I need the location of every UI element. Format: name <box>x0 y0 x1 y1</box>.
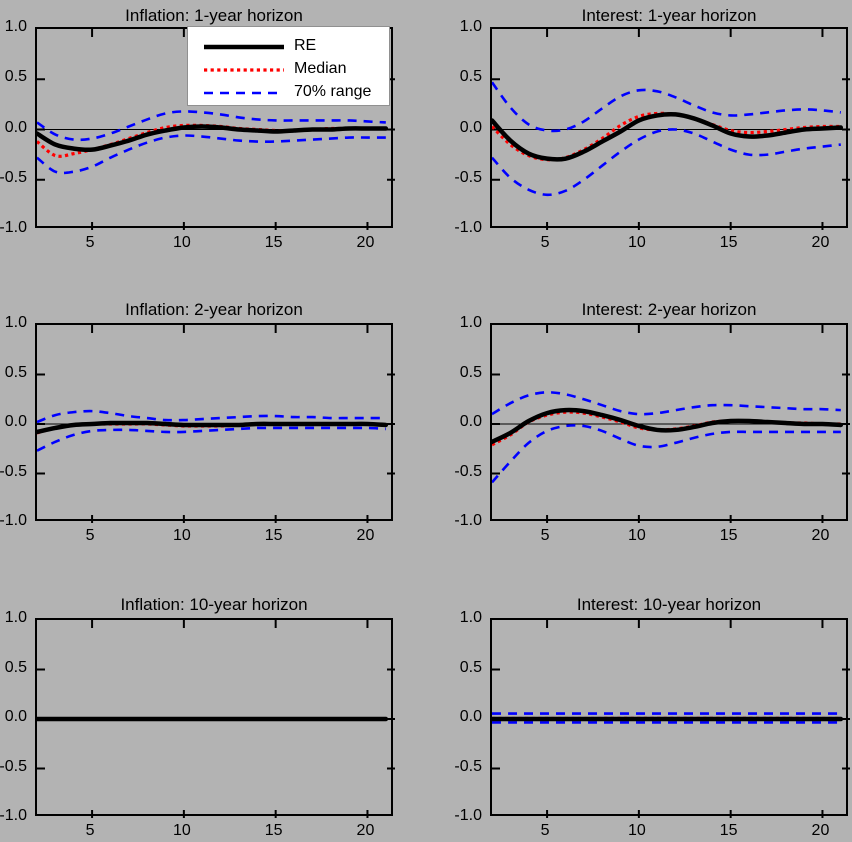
series-line <box>492 391 841 416</box>
series-line <box>37 124 389 153</box>
y-axis-tick-label: 0.5 <box>4 363 27 381</box>
x-axis-tick-label: 5 <box>85 234 95 251</box>
y-axis-tick-label: -0.5 <box>0 757 27 775</box>
y-axis-tick-label: -1.0 <box>0 219 27 236</box>
x-axis-tick-label: 5 <box>540 527 550 544</box>
y-axis-tick-label: -0.5 <box>454 462 482 480</box>
legend-entry: 70% range <box>188 81 389 105</box>
x-axis-tick-label: 20 <box>356 234 375 251</box>
x-axis-tick-label: 20 <box>811 527 830 544</box>
y-axis-tick-label: 1.0 <box>459 314 482 331</box>
plot-area <box>490 27 850 230</box>
x-axis-tick-label: 15 <box>719 527 738 544</box>
legend-label: RE <box>294 37 317 54</box>
plot-area <box>35 618 395 818</box>
plot-canvas <box>492 29 850 230</box>
x-axis-tick-label: 15 <box>264 822 283 839</box>
plot-canvas <box>37 29 395 230</box>
series-line <box>37 110 386 142</box>
x-axis-tick-label: 10 <box>172 234 191 251</box>
panel-title: Inflation: 2-year horizon <box>125 300 303 319</box>
plot-area <box>490 618 850 818</box>
x-axis-tick-label: 20 <box>356 527 375 544</box>
legend-label: 70% range <box>294 83 372 100</box>
x-axis-tick-label: 5 <box>540 822 550 839</box>
panel-title: Interest: 1-year horizon <box>581 6 757 25</box>
y-axis-tick-label: 0.0 <box>459 708 482 725</box>
plot-canvas <box>37 620 395 818</box>
x-axis-tick-label: 15 <box>264 527 283 544</box>
series-line <box>37 134 386 175</box>
legend: RE Median 70% range <box>187 26 390 106</box>
y-axis-tick-label: -1.0 <box>454 807 482 824</box>
series-line <box>492 111 841 162</box>
y-axis-tick-label: 0.0 <box>459 413 482 430</box>
y-axis-tick-label: 0.5 <box>4 68 27 86</box>
panel-title: Interest: 10-year horizon <box>576 595 762 614</box>
x-axis-tick-label: 20 <box>811 234 830 251</box>
x-axis-tick-label: 10 <box>172 527 191 544</box>
y-axis-tick-label: 1.0 <box>4 609 27 626</box>
x-axis-tick-label: 20 <box>811 822 830 839</box>
series-line <box>492 111 844 162</box>
x-axis-tick-label: 10 <box>172 822 191 839</box>
series-line <box>492 424 841 484</box>
y-axis-tick-label: 1.0 <box>4 18 27 35</box>
y-axis-tick-label: 0.5 <box>459 68 482 86</box>
x-axis-tick-label: 10 <box>627 822 646 839</box>
series-line <box>492 81 841 133</box>
legend-line-sample <box>204 44 284 50</box>
x-axis-tick-label: 15 <box>719 234 738 251</box>
plot-area <box>35 323 395 523</box>
x-axis-tick-label: 10 <box>627 234 646 251</box>
series-line <box>492 128 841 197</box>
x-axis-tick-label: 20 <box>356 822 375 839</box>
legend-label: Median <box>294 60 347 77</box>
panel-title: Inflation: 1-year horizon <box>125 6 303 25</box>
x-axis-tick-label: 10 <box>627 527 646 544</box>
y-axis-tick-label: -1.0 <box>0 512 27 529</box>
x-axis-tick-label: 15 <box>264 234 283 251</box>
y-axis-tick-label: -0.5 <box>0 462 27 480</box>
x-axis-tick-label: 5 <box>85 527 95 544</box>
y-axis-tick-label: 0.5 <box>459 658 482 676</box>
legend-line-sample <box>204 68 284 72</box>
plot-area <box>490 323 850 523</box>
y-axis-tick-label: 1.0 <box>459 18 482 35</box>
y-axis-tick-label: -0.5 <box>0 168 27 186</box>
y-axis-tick-label: 0.0 <box>4 118 27 136</box>
plot-canvas <box>492 620 850 818</box>
y-axis-tick-label: 1.0 <box>4 314 27 331</box>
y-axis-tick-label: 0.0 <box>459 118 482 136</box>
plot-canvas <box>492 325 850 523</box>
plot-canvas <box>37 325 395 523</box>
y-axis-tick-label: 0.5 <box>459 363 482 381</box>
y-axis-tick-label: 0.0 <box>4 413 27 430</box>
series-line <box>492 407 844 445</box>
legend-entry: RE <box>188 35 389 59</box>
series-line <box>37 409 386 424</box>
legend-entry: Median <box>188 58 389 82</box>
y-axis-tick-label: 0.5 <box>4 658 27 676</box>
x-axis-tick-label: 5 <box>85 822 95 839</box>
series-line <box>37 420 389 435</box>
y-axis-tick-label: -0.5 <box>454 168 482 186</box>
y-axis-tick-label: -0.5 <box>454 757 482 775</box>
x-axis-tick-label: 15 <box>719 822 738 839</box>
y-axis-tick-label: -1.0 <box>0 807 27 824</box>
panel-title: Interest: 2-year horizon <box>581 300 757 319</box>
series-line <box>37 426 386 452</box>
panel-title: Inflation: 10-year horizon <box>120 595 308 614</box>
x-axis-tick-label: 5 <box>540 234 550 251</box>
y-axis-tick-label: 0.0 <box>4 708 27 725</box>
legend-line-sample <box>204 91 284 95</box>
y-axis-tick-label: -1.0 <box>454 512 482 529</box>
y-axis-tick-label: -1.0 <box>454 219 482 236</box>
y-axis-tick-label: 1.0 <box>459 609 482 626</box>
